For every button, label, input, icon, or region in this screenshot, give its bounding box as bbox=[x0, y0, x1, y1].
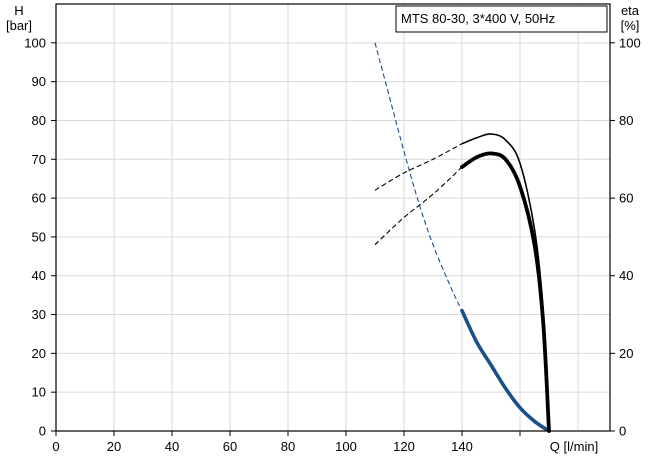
left-axis-label-name: H bbox=[14, 3, 23, 18]
y-tick-label-left: 50 bbox=[32, 229, 46, 244]
chart-title: MTS 80-30, 3*400 V, 50Hz bbox=[401, 11, 555, 26]
y-tick-label-right: 100 bbox=[619, 35, 641, 50]
x-tick-label: 20 bbox=[107, 439, 121, 454]
grid bbox=[56, 4, 610, 431]
y-tick-label-right: 0 bbox=[619, 424, 626, 439]
series-1-solid-line bbox=[460, 308, 551, 433]
y-tick-label-left: 60 bbox=[32, 191, 46, 206]
axis-ticks: 0 20 40 60 80 100 120 140 0 10 20 30 40 50 60 70 80 90 100… bbox=[24, 35, 640, 454]
x-tick-label: 120 bbox=[393, 439, 415, 454]
y-tick-label-right: 60 bbox=[619, 191, 633, 206]
y-tick-label-left: 90 bbox=[32, 74, 46, 89]
x-tick-label: 80 bbox=[281, 439, 295, 454]
x-axis-label: Q [l/min] bbox=[550, 439, 598, 454]
series-group bbox=[374, 42, 551, 433]
x-tick-label: 100 bbox=[335, 439, 357, 454]
y-tick-label-right: 40 bbox=[619, 268, 633, 283]
x-tick-label: 0 bbox=[52, 439, 59, 454]
series-2-dashed-line bbox=[374, 143, 463, 191]
title-box bbox=[395, 5, 608, 33]
series-3-dashed-line bbox=[374, 166, 463, 246]
x-tick-label: 60 bbox=[223, 439, 237, 454]
y-tick-label-left: 30 bbox=[32, 307, 46, 322]
y-tick-label-left: 80 bbox=[32, 113, 46, 128]
y-tick-label-left: 20 bbox=[32, 346, 46, 361]
right-axis-label-name: eta bbox=[621, 3, 640, 18]
y-tick-label-left: 10 bbox=[32, 385, 46, 400]
series-3-solid-line bbox=[460, 151, 551, 433]
right-axis-label-unit: [%] bbox=[621, 18, 640, 33]
y-tick-label-left: 40 bbox=[32, 268, 46, 283]
y-tick-label-right: 20 bbox=[619, 346, 633, 361]
y-tick-label-right: 80 bbox=[619, 113, 633, 128]
series-1-dashed-line bbox=[374, 42, 463, 311]
x-tick-label: 40 bbox=[165, 439, 179, 454]
y-tick-label-left: 70 bbox=[32, 152, 46, 167]
plot-frame bbox=[55, 3, 611, 432]
left-axis-label-unit: [bar] bbox=[6, 18, 32, 33]
y-tick-label-left: 100 bbox=[24, 35, 46, 50]
x-tick-label: 140 bbox=[451, 439, 473, 454]
y-tick-label-left: 0 bbox=[39, 424, 46, 439]
